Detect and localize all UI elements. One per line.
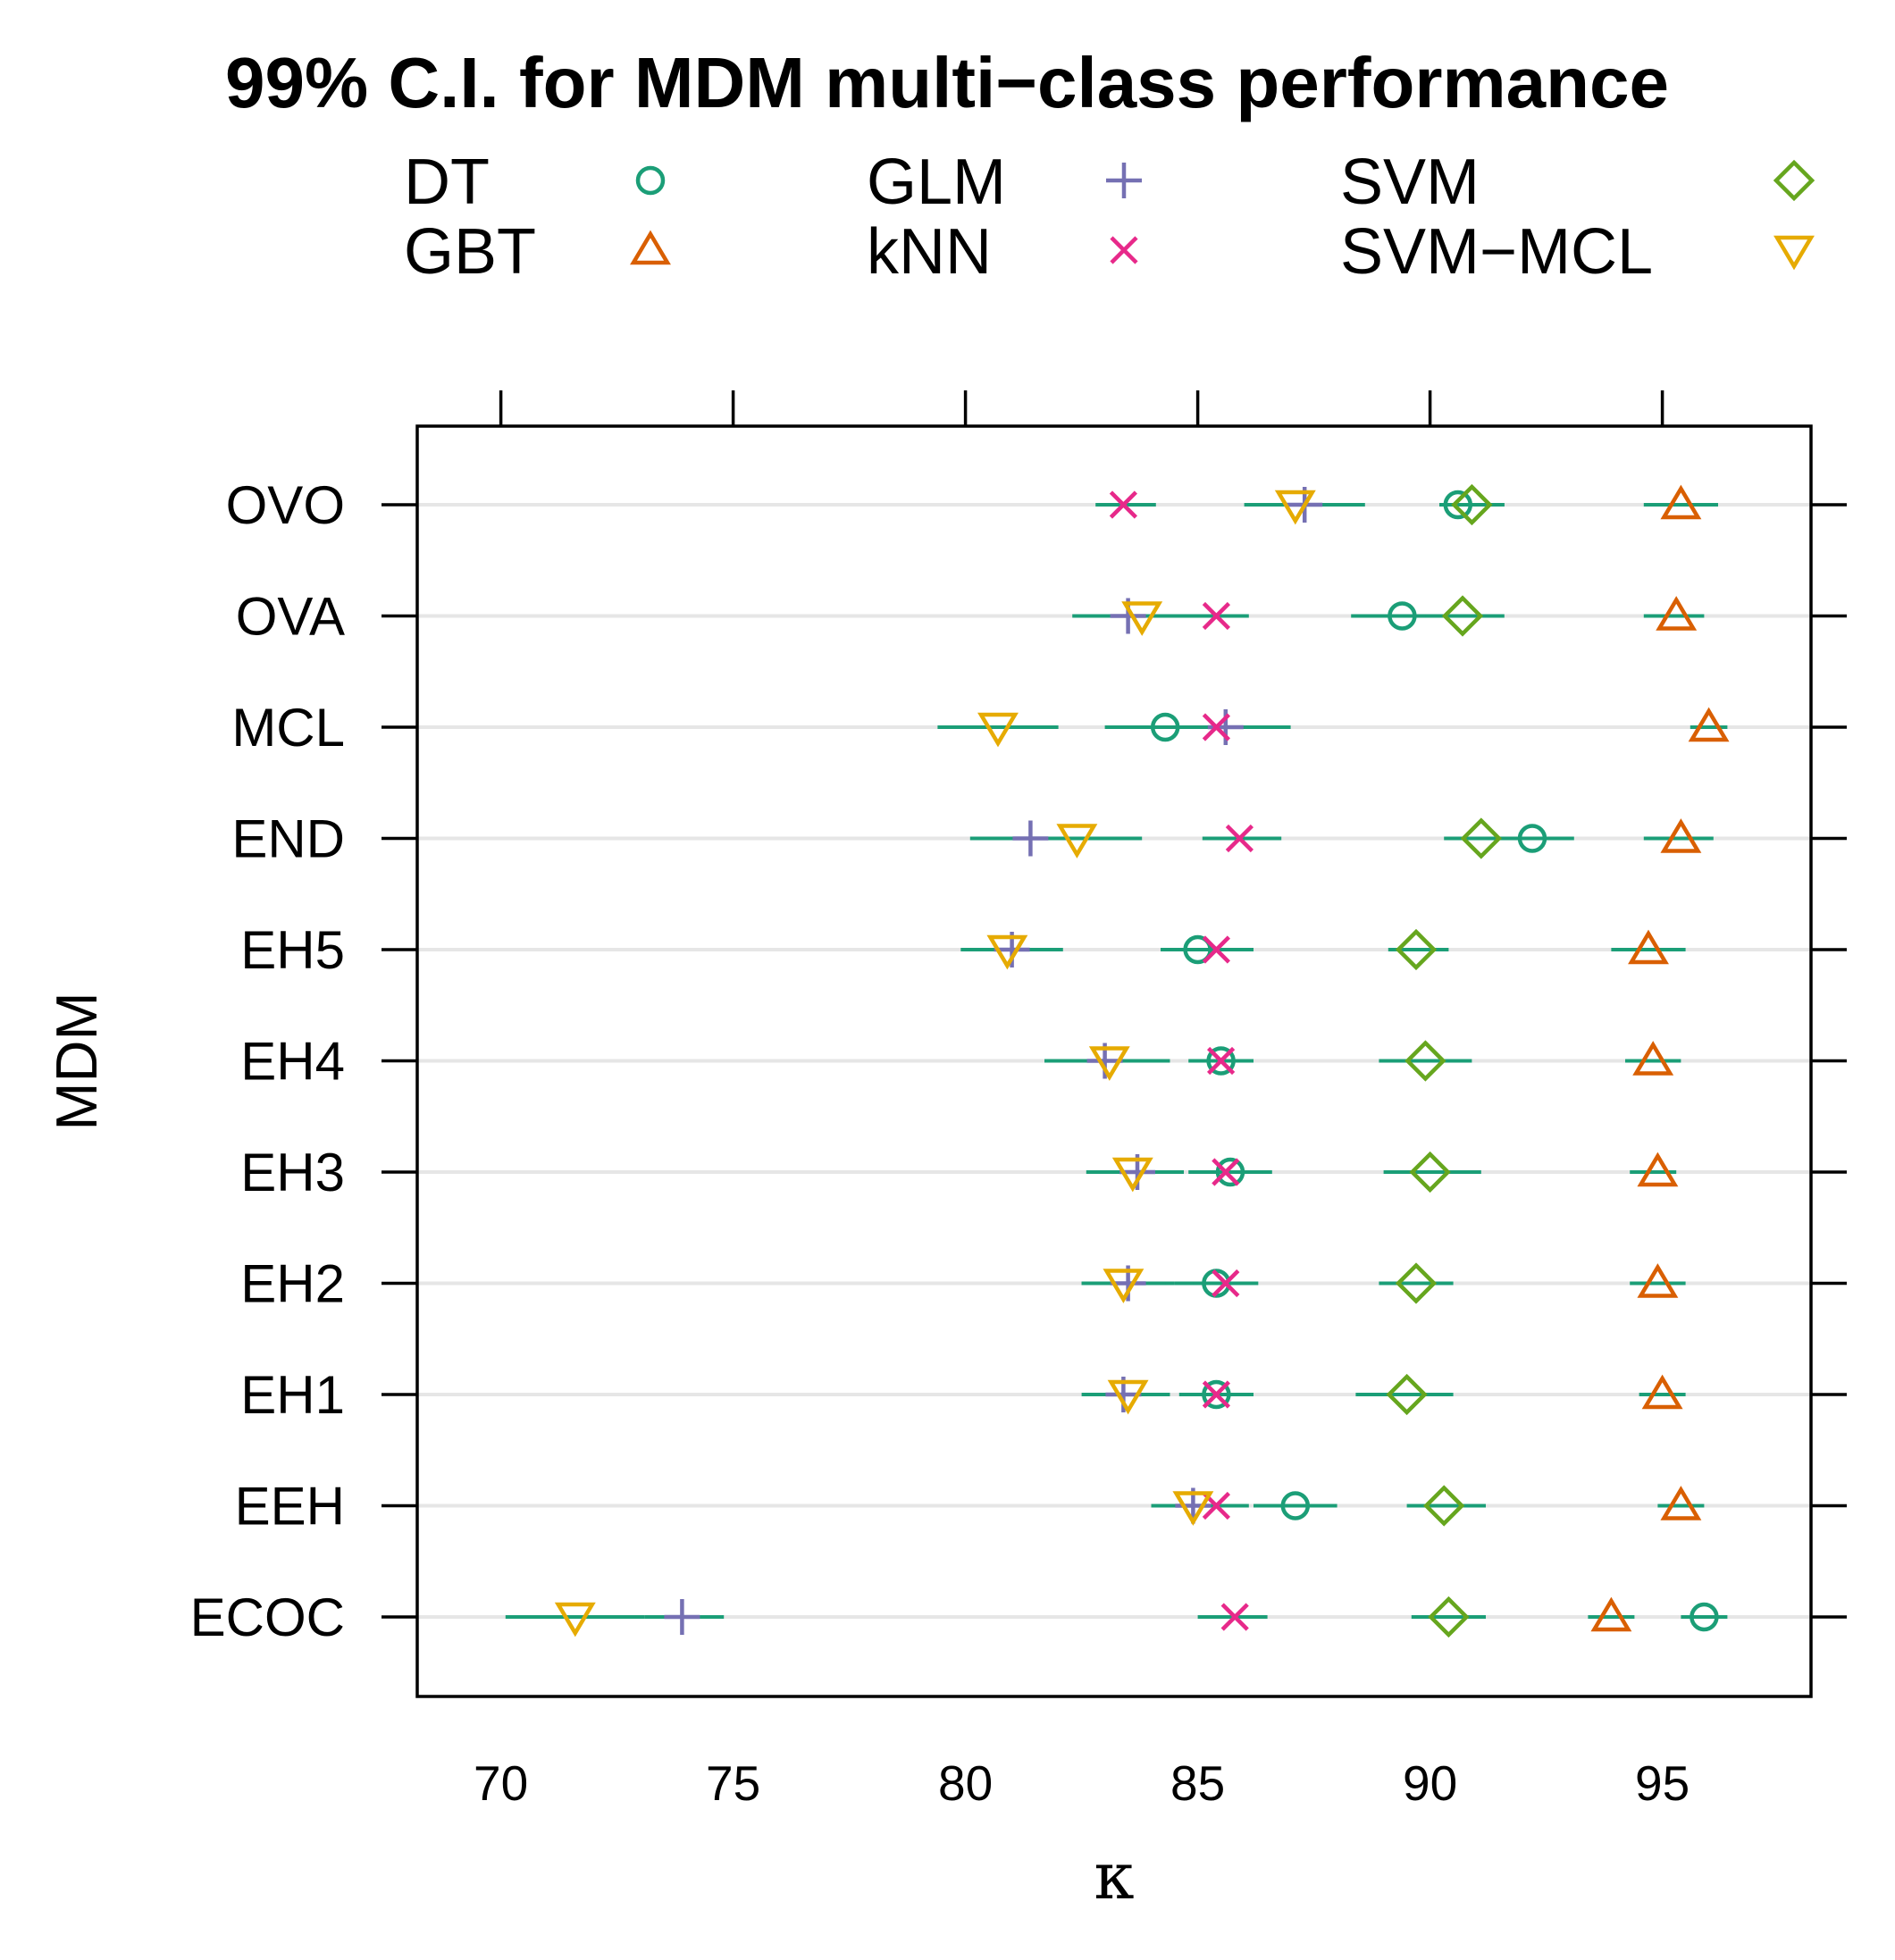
marker-glm: [1207, 709, 1244, 745]
marker-dt: [1183, 934, 1212, 965]
marker-gbt: [1590, 1596, 1632, 1632]
marker-knn: [1202, 601, 1230, 631]
x-tick-label: 80: [938, 1755, 993, 1811]
marker-dt: [1150, 712, 1180, 742]
category-label: EH5: [240, 920, 345, 980]
marker-gbt: [1628, 929, 1669, 965]
marker-svm-mcl: [1107, 1379, 1149, 1415]
marker-dt: [1202, 1269, 1231, 1298]
marker-dt: [1517, 824, 1547, 853]
legend-label-svm-mcl: SVM−MCL: [1340, 216, 1653, 288]
marker-dt: [1690, 1602, 1719, 1632]
category-label: EH3: [240, 1143, 345, 1202]
legend-symbol-gbt: [630, 230, 671, 265]
x-tick-label: 75: [706, 1755, 760, 1811]
category-label: MCL: [231, 698, 345, 758]
legend-symbol-svm-mcl: [1773, 235, 1815, 271]
chart-title: 99% C.I. for MDM multi−class performance: [225, 43, 1669, 122]
marker-svm: [1441, 595, 1484, 637]
marker-glm: [1012, 820, 1049, 857]
marker-dt: [1388, 601, 1417, 631]
x-tick-label: 95: [1635, 1755, 1690, 1811]
marker-svm: [1460, 817, 1502, 859]
marker-svm-mcl: [986, 934, 1028, 970]
marker-svm-mcl: [1088, 1046, 1130, 1081]
marker-knn: [1220, 1603, 1249, 1631]
marker-gbt: [1660, 484, 1702, 520]
x-axis-title: κ: [1094, 1839, 1135, 1914]
marker-gbt: [1660, 818, 1702, 853]
marker-svm-mcl: [1103, 1269, 1145, 1303]
legend-symbol-dt: [635, 165, 666, 196]
marker-knn: [1212, 1269, 1240, 1298]
legend-symbol-svm: [1773, 159, 1815, 202]
marker-gbt: [1688, 707, 1730, 742]
category-label: EH4: [240, 1032, 345, 1092]
x-tick-label: 90: [1403, 1755, 1457, 1811]
marker-svm: [1409, 1151, 1451, 1194]
marker-svm-mcl: [1056, 824, 1098, 859]
marker-svm: [1428, 1596, 1470, 1638]
marker-knn: [1202, 1380, 1230, 1409]
marker-svm-mcl: [1121, 601, 1163, 636]
legend-label-gbt: GBT: [404, 216, 536, 288]
legend-label-glm: GLM: [867, 147, 1006, 218]
marker-svm-mcl: [554, 1602, 596, 1638]
category-label: EH1: [240, 1365, 345, 1425]
marker-knn: [1225, 824, 1254, 853]
marker-svm-mcl: [977, 712, 1019, 748]
marker-dt: [1206, 1046, 1236, 1076]
marker-svm-mcl: [1111, 1157, 1153, 1193]
marker-svm-mcl: [1274, 490, 1316, 525]
marker-knn: [1202, 935, 1230, 964]
marker-svm: [1423, 1485, 1465, 1527]
marker-dt: [1443, 490, 1473, 520]
category-label: EH2: [240, 1254, 345, 1314]
marker-knn: [1212, 1158, 1240, 1186]
marker-dt: [1215, 1157, 1245, 1187]
marker-svm: [1386, 1373, 1428, 1416]
marker-glm: [664, 1599, 700, 1635]
category-label: END: [231, 809, 345, 869]
data-markers: [554, 483, 1730, 1638]
category-label: OVA: [236, 587, 345, 647]
y-axis-title: MDM: [44, 992, 109, 1130]
marker-gbt: [1656, 596, 1698, 631]
marker-knn: [1109, 490, 1137, 519]
marker-svm-mcl: [1172, 1491, 1214, 1526]
category-label: EEH: [235, 1477, 345, 1537]
marker-svm: [1451, 483, 1493, 526]
marker-gbt: [1641, 1374, 1683, 1410]
marker-dt: [1202, 1379, 1231, 1410]
legend-symbol-knn: [1110, 236, 1138, 264]
marker-gbt: [1660, 1486, 1702, 1520]
legend-label-svm: SVM: [1340, 147, 1480, 218]
category-label: ECOC: [190, 1587, 345, 1647]
marker-knn: [1207, 1046, 1236, 1076]
legend-label-knn: kNN: [867, 216, 992, 288]
marker-svm: [1404, 1040, 1446, 1082]
category-label: OVO: [226, 475, 345, 535]
x-tick-label: 85: [1170, 1755, 1225, 1811]
marker-gbt: [1632, 1041, 1674, 1076]
legend-symbol-glm: [1106, 163, 1142, 198]
axis-ticks: OVO OVA MCL END EH5 EH4 EH3 EH2 EH1 EEH ECOC 70 75 80…: [190, 390, 1847, 1811]
marker-gbt: [1637, 1152, 1679, 1187]
marker-knn: [1202, 713, 1230, 741]
marker-svm: [1395, 1262, 1438, 1304]
x-tick-label: 70: [474, 1755, 528, 1811]
marker-dt: [1280, 1491, 1311, 1520]
marker-svm: [1395, 928, 1438, 971]
legend-label-dt: DT: [404, 147, 490, 218]
marker-gbt: [1637, 1263, 1679, 1298]
